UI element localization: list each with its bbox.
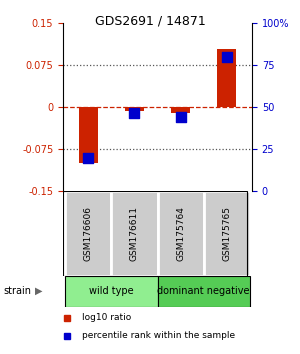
Text: GSM175765: GSM175765 (222, 206, 231, 261)
Text: strain: strain (3, 286, 31, 296)
Text: wild type: wild type (89, 286, 134, 296)
Bar (171, 107, 190, 113)
Bar (125, 107, 144, 111)
Bar (65, 192, 111, 276)
Point (224, 54, 229, 59)
Point (178, 114, 183, 120)
Point (132, 110, 137, 116)
Text: log10 ratio: log10 ratio (82, 313, 131, 322)
Bar (204, 192, 250, 276)
Bar (158, 192, 204, 276)
Text: GSM175764: GSM175764 (176, 206, 185, 261)
Text: GSM176611: GSM176611 (130, 206, 139, 261)
Bar (218, 50, 236, 107)
Text: ▶: ▶ (34, 286, 42, 296)
Bar (79, 107, 98, 163)
Bar (111, 192, 158, 276)
Text: dominant negative: dominant negative (157, 286, 250, 296)
Point (86, 155, 91, 161)
Text: GDS2691 / 14871: GDS2691 / 14871 (94, 14, 206, 27)
Text: percentile rank within the sample: percentile rank within the sample (82, 331, 235, 340)
Text: GSM176606: GSM176606 (84, 206, 93, 261)
Bar (65, 276, 158, 307)
Bar (158, 276, 250, 307)
